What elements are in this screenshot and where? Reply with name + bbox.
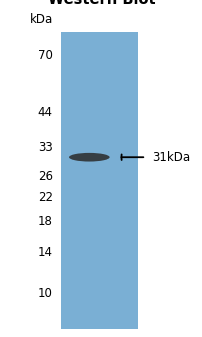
Text: Western Blot: Western Blot xyxy=(47,0,155,7)
Text: 44: 44 xyxy=(38,106,53,119)
Text: 22: 22 xyxy=(38,191,53,204)
Text: 33: 33 xyxy=(38,141,53,154)
Bar xyxy=(61,32,137,329)
Ellipse shape xyxy=(69,153,109,161)
Text: kDa: kDa xyxy=(29,13,53,26)
Text: 14: 14 xyxy=(38,246,53,259)
Text: 70: 70 xyxy=(38,49,53,62)
Text: 18: 18 xyxy=(38,215,53,228)
Text: 10: 10 xyxy=(38,287,53,300)
Text: 31kDa: 31kDa xyxy=(152,151,189,164)
Text: 26: 26 xyxy=(38,170,53,183)
